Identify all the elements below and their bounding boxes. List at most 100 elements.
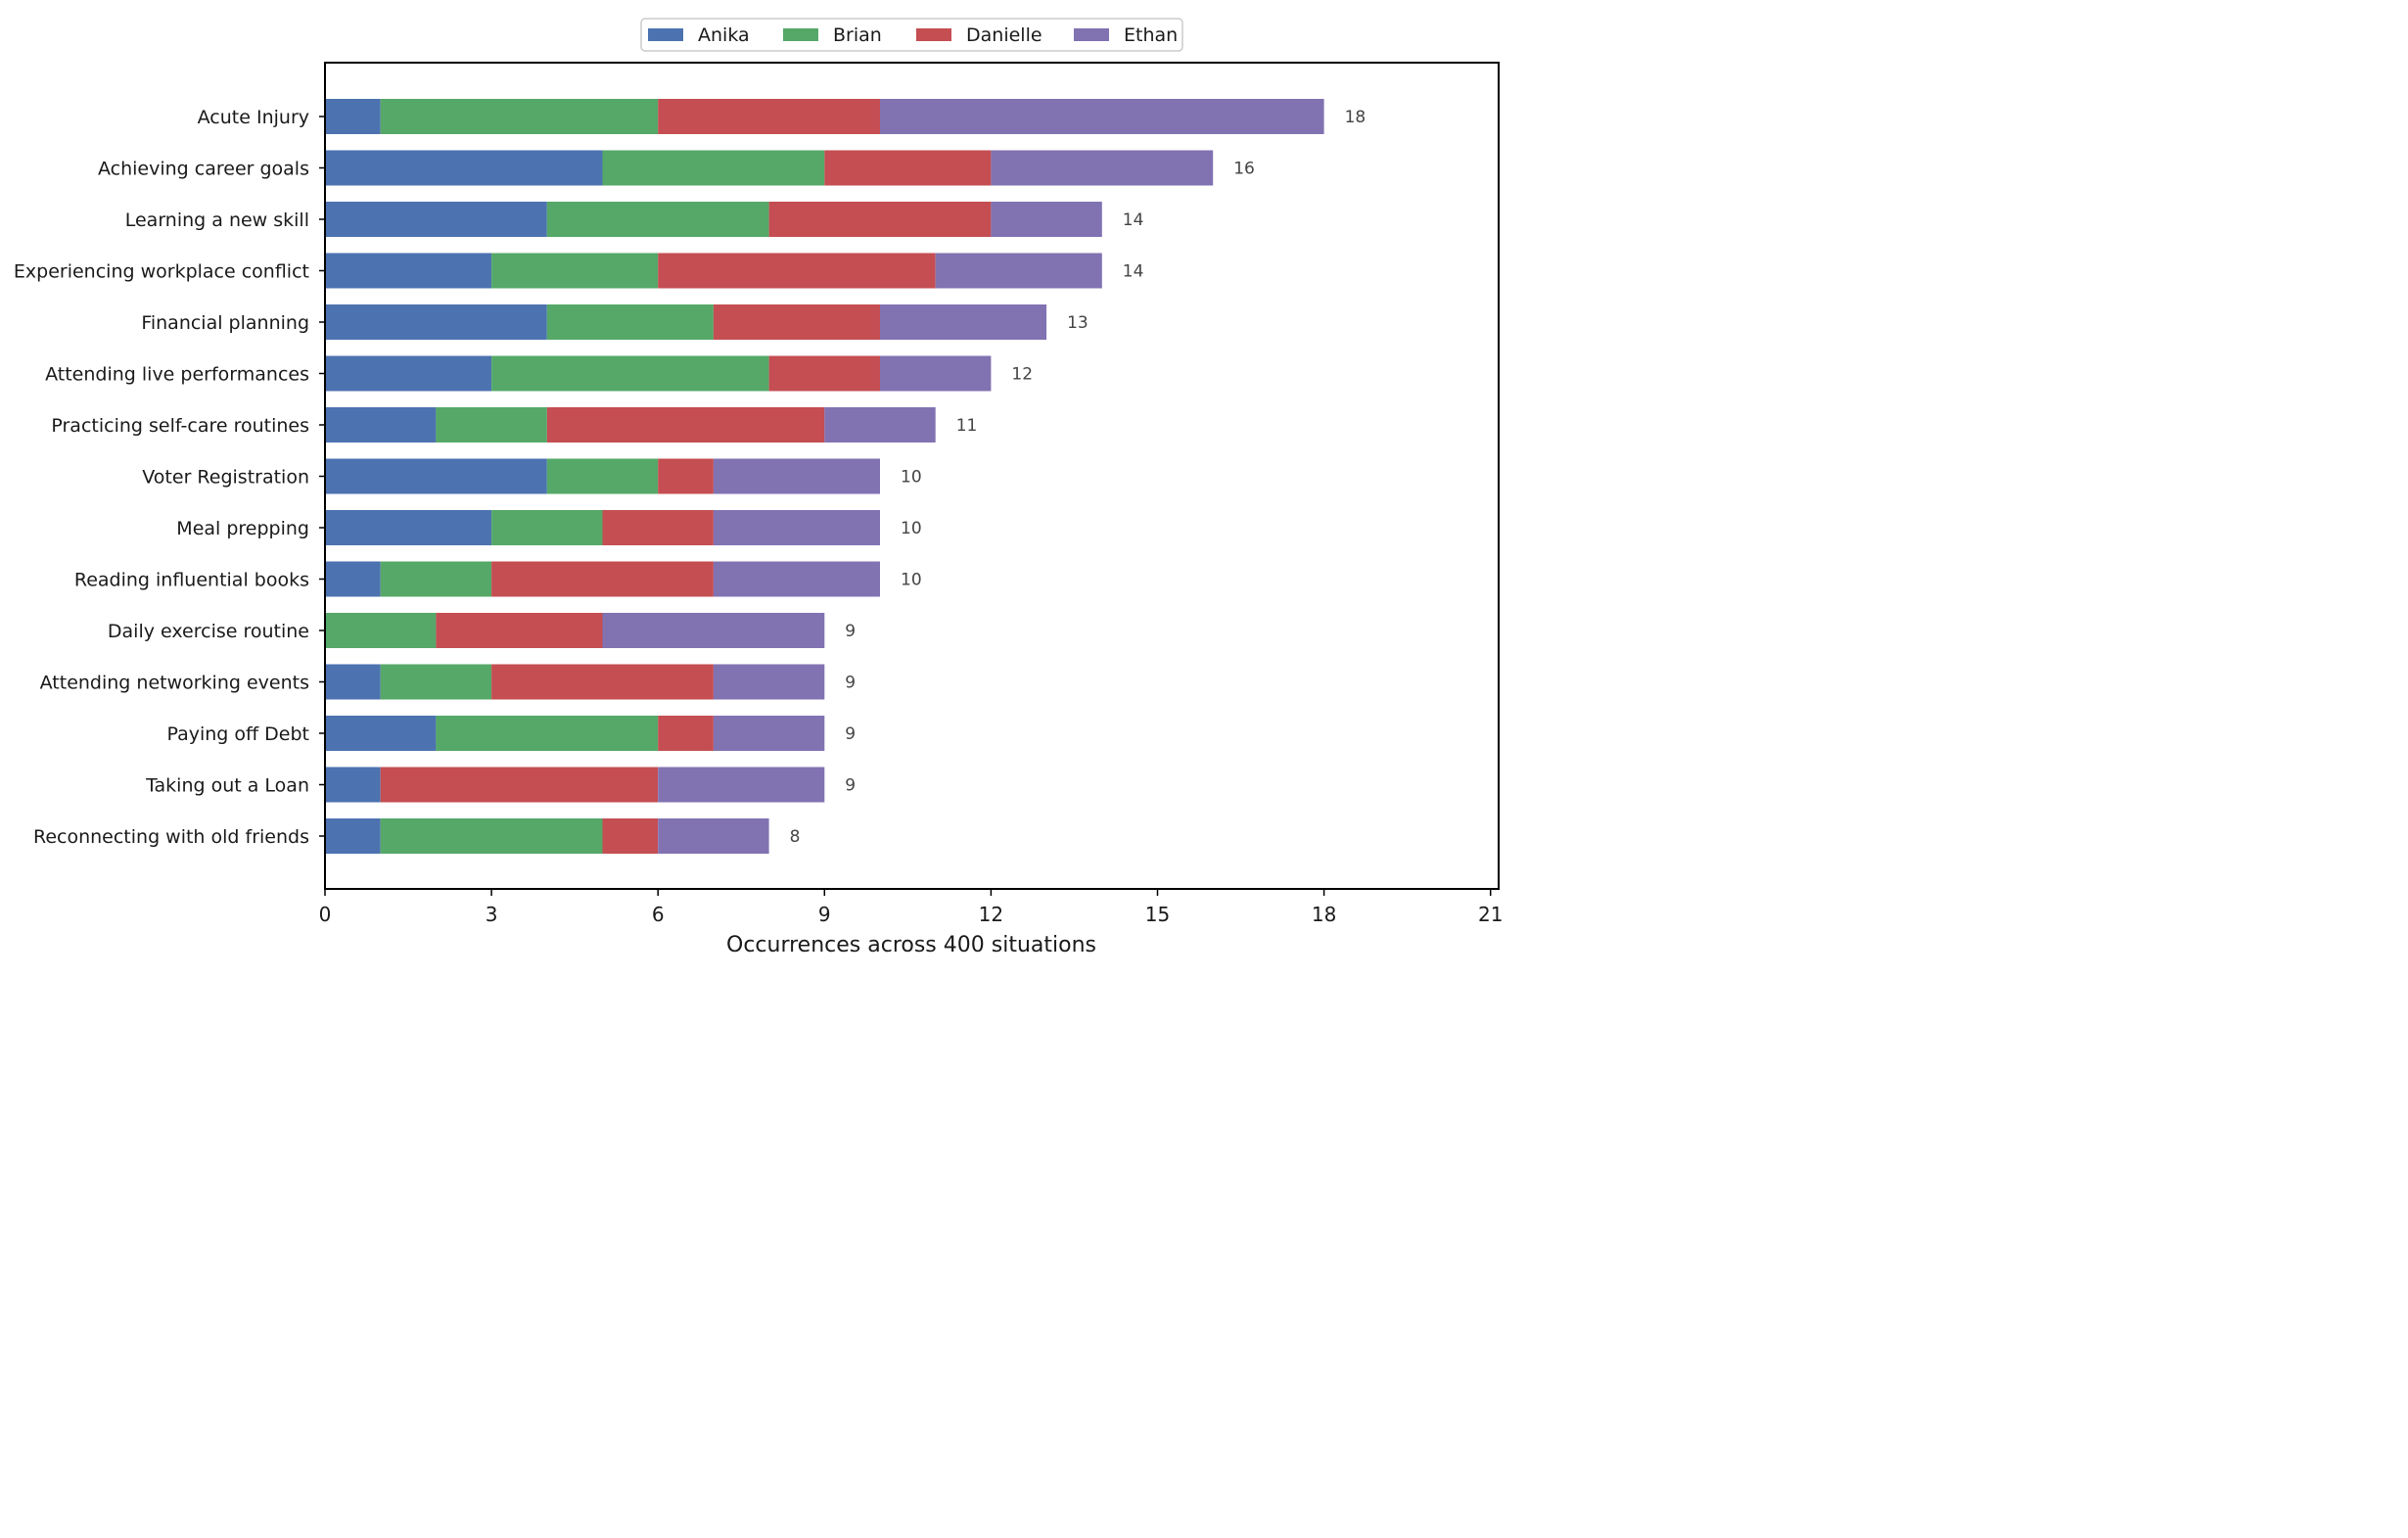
bar-segment-brian <box>491 355 769 392</box>
legend-label: Brian <box>833 24 882 46</box>
bar-segment-ethan <box>713 458 880 494</box>
bar-segment-ethan <box>658 818 769 854</box>
legend-swatch-ethan <box>1074 28 1109 41</box>
total-value-label: 10 <box>901 519 922 538</box>
plot-frame <box>324 62 1500 890</box>
category-label: Attending networking events <box>40 673 309 694</box>
legend-swatch-danielle <box>916 28 951 41</box>
total-value-label: 9 <box>845 776 856 796</box>
bar-segment-brian <box>325 613 437 648</box>
x-tick-label: 15 <box>1145 903 1170 926</box>
x-axis: 0 3 6 9 12 15 18 21 <box>319 889 1503 926</box>
bar-segment-ethan <box>935 253 1102 289</box>
bar-segment-brian <box>436 716 659 751</box>
bar-segment-brian <box>546 202 769 237</box>
total-value-label: 8 <box>790 827 801 847</box>
bar-segment-brian <box>546 304 714 340</box>
bar-segment-anika <box>325 253 492 289</box>
category-label: Practicing self-care routines <box>51 415 309 437</box>
bar-segment-danielle <box>824 150 992 186</box>
category-label: Voter Registration <box>142 467 309 489</box>
bar-segment-brian <box>602 150 825 186</box>
x-tick-label: 3 <box>486 903 498 926</box>
total-value-label: 9 <box>845 622 856 641</box>
bar-segment-anika <box>325 304 547 340</box>
x-tick-label: 0 <box>319 903 332 926</box>
bar-segment-ethan <box>880 99 1324 134</box>
category-label: Daily exercise routine <box>108 621 309 642</box>
total-value-label: 13 <box>1067 313 1088 333</box>
bar-segment-danielle <box>491 561 714 597</box>
bar-segment-danielle <box>658 253 936 289</box>
bar-segment-ethan <box>713 664 825 700</box>
bar-segment-ethan <box>991 202 1102 237</box>
bar-segment-anika <box>325 716 437 751</box>
bar-segment-brian <box>491 510 603 545</box>
category-label: Financial planning <box>141 312 309 334</box>
bar-segment-danielle <box>380 767 659 803</box>
total-value-label: 16 <box>1233 160 1255 179</box>
stacked-bar-chart: Acute Injury Achieving career goals Learni… <box>0 0 1513 970</box>
x-tick-label: 9 <box>818 903 831 926</box>
bar-segment-brian <box>546 458 659 494</box>
total-value-label: 18 <box>1345 108 1366 127</box>
bar-segment-danielle <box>768 355 880 392</box>
x-axis-label: Occurrences across 400 situations <box>726 933 1096 957</box>
category-labels: Acute Injury Achieving career goals Learni… <box>14 107 325 848</box>
bar-segment-anika <box>325 407 437 443</box>
category-label: Taking out a Loan <box>145 775 309 797</box>
legend-swatch-brian <box>783 28 818 41</box>
chart-canvas: Acute Injury Achieving career goals Learni… <box>14 18 1503 957</box>
x-tick-label: 12 <box>979 903 1003 926</box>
total-value-label: 10 <box>901 468 922 488</box>
category-label: Reading influential books <box>74 570 309 591</box>
bar-segment-ethan <box>880 304 1047 340</box>
bar-segment-danielle <box>713 304 880 340</box>
bar-segment-danielle <box>491 664 714 700</box>
x-tick-label: 18 <box>1312 903 1336 926</box>
total-value-label: 11 <box>956 416 978 436</box>
x-tick-label: 6 <box>652 903 665 926</box>
x-tick-label: 21 <box>1478 903 1503 926</box>
bar-segment-brian <box>380 818 603 854</box>
bar-segment-anika <box>325 561 381 597</box>
bar-segment-danielle <box>658 458 714 494</box>
bar-segment-danielle <box>658 716 714 751</box>
legend-label: Ethan <box>1124 24 1178 46</box>
legend-swatch-anika <box>648 28 683 41</box>
bar-segment-brian <box>380 99 659 134</box>
category-label: Learning a new skill <box>125 210 309 231</box>
bar-segment-danielle <box>768 202 992 237</box>
bar-segment-ethan <box>713 561 880 597</box>
bar-segment-anika <box>325 150 603 186</box>
category-label: Meal prepping <box>176 518 309 539</box>
bar-segment-anika <box>325 99 381 134</box>
bar-segment-brian <box>491 253 659 289</box>
total-value-label: 9 <box>845 724 856 744</box>
category-label: Achieving career goals <box>98 159 309 180</box>
category-label: Acute Injury <box>198 107 309 128</box>
bar-segment-brian <box>380 561 492 597</box>
bar-segment-ethan <box>713 716 825 751</box>
total-value-label: 14 <box>1123 262 1144 282</box>
total-labels: 18 16 14 14 13 12 11 10 10 10 9 9 9 9 8 <box>790 108 1366 847</box>
bar-segment-brian <box>436 407 547 443</box>
total-value-label: 10 <box>901 571 922 590</box>
bar-segment-danielle <box>658 99 880 134</box>
category-label: Reconnecting with old friends <box>33 826 309 848</box>
bar-segment-brian <box>380 664 492 700</box>
total-value-label: 9 <box>845 674 856 693</box>
category-label: Paying off Debt <box>167 723 310 745</box>
legend-box <box>640 18 1183 52</box>
bars-layer <box>325 99 1324 854</box>
legend-label: Anika <box>698 24 750 46</box>
bar-segment-danielle <box>602 818 659 854</box>
bar-segment-anika <box>325 202 547 237</box>
bar-segment-ethan <box>991 150 1214 186</box>
category-label: Attending live performances <box>45 364 309 386</box>
bar-segment-ethan <box>824 407 936 443</box>
category-label: Experiencing workplace conflict <box>14 261 309 283</box>
bar-segment-anika <box>325 818 381 854</box>
total-value-label: 12 <box>1011 365 1033 385</box>
legend-label: Danielle <box>966 24 1042 46</box>
